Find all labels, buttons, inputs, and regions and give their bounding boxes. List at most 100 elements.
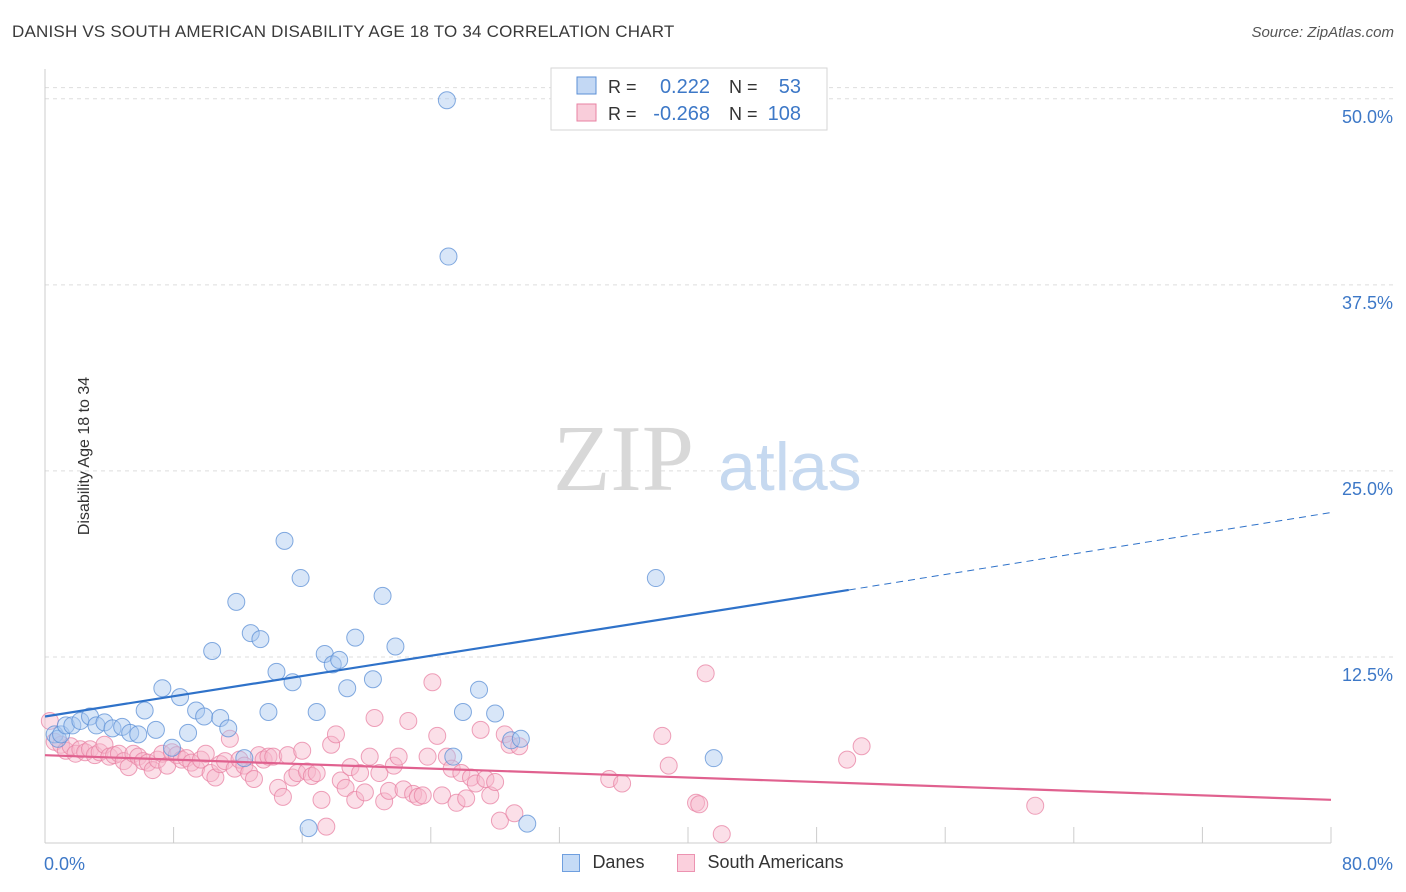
legend-swatch-south-americans-bottom bbox=[677, 853, 696, 872]
south-americans-point bbox=[346, 790, 365, 809]
danes-point bbox=[346, 628, 365, 647]
south-americans-point bbox=[471, 720, 490, 739]
legend-r-label-danes: R = bbox=[608, 77, 637, 97]
danes-point bbox=[486, 704, 505, 723]
south-americans-point bbox=[505, 804, 524, 823]
danes-point bbox=[363, 670, 382, 689]
south-americans-point bbox=[696, 664, 715, 683]
south-americans-point bbox=[838, 750, 857, 769]
danes-point bbox=[195, 707, 214, 726]
south-americans-point bbox=[375, 792, 394, 811]
watermark-atlas: atlas bbox=[718, 429, 862, 505]
south-americans-point bbox=[269, 778, 288, 797]
danes-point bbox=[153, 679, 172, 698]
south-americans-point bbox=[326, 725, 345, 744]
danes-point bbox=[307, 703, 326, 722]
south-americans-point bbox=[380, 781, 399, 800]
south-americans-point bbox=[486, 772, 505, 791]
danes-point bbox=[338, 679, 357, 698]
south-americans-point bbox=[355, 783, 374, 802]
south-americans-point bbox=[322, 735, 341, 754]
south-americans-point bbox=[457, 789, 476, 808]
danes-point bbox=[470, 680, 489, 699]
danes-point bbox=[251, 630, 270, 649]
danes-point bbox=[56, 716, 75, 735]
south-americans-point bbox=[394, 780, 413, 799]
danes-point bbox=[162, 738, 181, 757]
south-americans-point bbox=[852, 737, 871, 756]
south-americans-points bbox=[40, 664, 1045, 844]
x-tick-labels: 0.0% 80.0% bbox=[44, 854, 1393, 874]
legend-swatch-danes-bottom bbox=[562, 853, 581, 872]
south-americans-point bbox=[293, 741, 312, 760]
legend-item-danes[interactable]: Danes bbox=[562, 852, 644, 873]
south-americans-point bbox=[447, 793, 466, 812]
south-americans-point bbox=[653, 726, 672, 745]
south-americans-point bbox=[490, 811, 509, 830]
danes-point bbox=[511, 729, 530, 748]
south-americans-point bbox=[302, 767, 321, 786]
legend-n-label-danes: N = bbox=[729, 77, 758, 97]
danes-point bbox=[437, 91, 456, 110]
danes-point bbox=[291, 569, 310, 588]
south-americans-point bbox=[273, 787, 292, 806]
south-americans-point bbox=[370, 764, 389, 783]
y-tick-label: 25.0% bbox=[1342, 479, 1393, 499]
y-tick-label: 50.0% bbox=[1342, 107, 1393, 127]
danes-point bbox=[704, 749, 723, 768]
south-americans-point bbox=[613, 774, 632, 793]
south-americans-point bbox=[360, 747, 379, 766]
danes-point bbox=[235, 749, 254, 768]
danes-point bbox=[129, 725, 148, 744]
south-americans-point bbox=[659, 756, 678, 775]
south-americans-point bbox=[264, 747, 283, 766]
danes-trend-extension bbox=[848, 512, 1332, 591]
south-americans-point bbox=[211, 755, 230, 774]
south-americans-point bbox=[418, 747, 437, 766]
legend-label-danes: Danes bbox=[592, 852, 645, 872]
legend-r-label-south-americans: R = bbox=[608, 104, 637, 124]
south-americans-point bbox=[206, 768, 225, 787]
danes-points bbox=[45, 91, 723, 838]
danes-point bbox=[103, 719, 122, 738]
south-americans-point bbox=[259, 747, 278, 766]
south-americans-point bbox=[196, 744, 215, 763]
trend-lines bbox=[44, 512, 1332, 801]
south-americans-point bbox=[365, 708, 384, 727]
south-americans-point bbox=[428, 726, 447, 745]
south-americans-point bbox=[52, 735, 71, 754]
south-americans-point bbox=[399, 711, 418, 730]
south-americans-point bbox=[143, 761, 162, 780]
south-americans-point bbox=[351, 764, 370, 783]
danes-point bbox=[241, 624, 260, 643]
south-americans-trend-line bbox=[44, 754, 1332, 801]
grid-lines bbox=[45, 87, 1393, 658]
south-americans-point bbox=[466, 774, 485, 793]
legend-item-south-americans[interactable]: South Americans bbox=[677, 852, 844, 873]
south-americans-point bbox=[433, 786, 452, 805]
south-americans-point bbox=[240, 764, 259, 783]
south-americans-point bbox=[712, 825, 731, 844]
danes-point bbox=[444, 747, 463, 766]
x-tick-label-min: 0.0% bbox=[44, 854, 85, 874]
watermark-zip: ZIP bbox=[553, 407, 694, 511]
danes-point bbox=[146, 720, 165, 739]
danes-point bbox=[646, 569, 665, 588]
y-tick-labels: 12.5% 25.0% 37.5% 50.0% bbox=[1342, 107, 1393, 685]
danes-point bbox=[439, 247, 458, 266]
source-credit: Source: ZipAtlas.com bbox=[1251, 24, 1394, 41]
danes-point bbox=[275, 531, 294, 550]
legend-n-label-south-americans: N = bbox=[729, 104, 758, 124]
south-americans-point bbox=[404, 784, 423, 803]
south-americans-point bbox=[182, 753, 201, 772]
danes-point bbox=[259, 703, 278, 722]
y-tick-label: 37.5% bbox=[1342, 293, 1393, 313]
legend-swatch-south-americans bbox=[576, 103, 597, 122]
south-americans-point bbox=[244, 769, 263, 788]
legend-label-south-americans: South Americans bbox=[707, 852, 844, 872]
south-americans-point bbox=[481, 786, 500, 805]
danes-point bbox=[502, 731, 521, 750]
legend-n-value-danes: 53 bbox=[779, 76, 801, 98]
danes-point bbox=[179, 723, 198, 742]
